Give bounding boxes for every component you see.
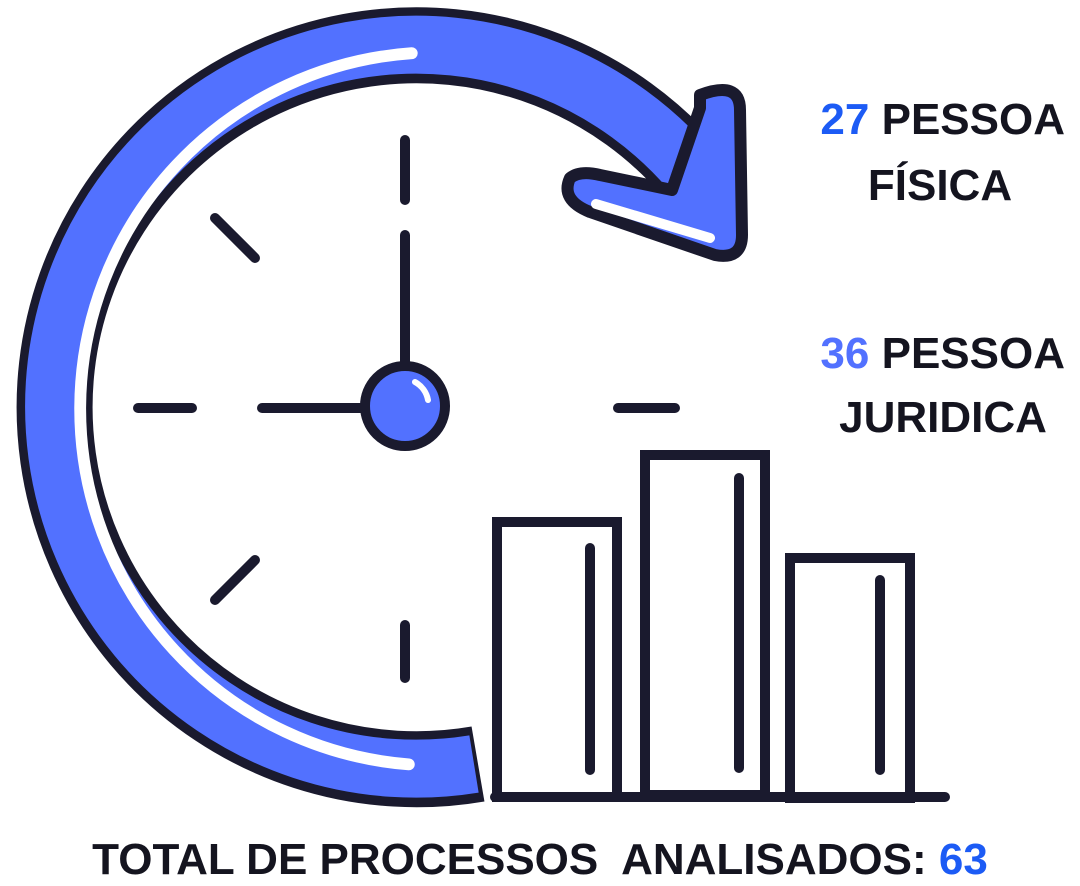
total-line: TOTAL DE PROCESSOS ANALISADOS: 63 <box>92 835 988 881</box>
total-value: 63 <box>939 835 988 881</box>
stat-label: FÍSICA <box>868 160 1012 210</box>
clock-arrow <box>16 7 748 808</box>
clock-face <box>133 135 680 683</box>
stat-label: JURIDICA <box>839 393 1047 442</box>
stat-number: 27 <box>820 95 869 144</box>
bar-icon <box>490 450 950 803</box>
stat-label: PESSOA <box>882 329 1065 378</box>
stat-line: 36 PESSOA <box>820 329 1065 378</box>
stat-label: PESSOA <box>882 95 1065 144</box>
total-label: TOTAL DE PROCESSOS ANALISADOS: <box>92 835 926 881</box>
stat-line: 27 PESSOA <box>820 95 1065 144</box>
stat-number: 36 <box>820 329 869 378</box>
